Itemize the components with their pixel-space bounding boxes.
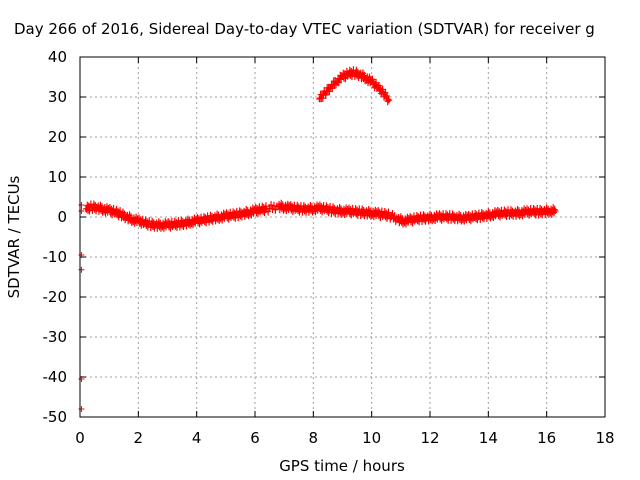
data-point-fill [378,87,385,96]
data-point-fill [379,85,386,94]
x-tick-label: 16 [537,429,556,447]
data-point [78,208,85,214]
x-tick-label: 2 [134,429,144,447]
x-tick-label: 6 [250,429,260,447]
x-tick-label: 18 [595,429,614,447]
x-tick-label: 14 [479,429,498,447]
y-tick-label: 30 [48,88,67,106]
data-series [316,66,393,106]
data-series [78,202,85,412]
data-point-fill [385,95,392,104]
data-point-fill [384,97,391,106]
y-tick-label: -50 [43,408,68,426]
y-tick-label: 40 [48,48,67,66]
data-point-fill [338,75,345,84]
y-tick-label: 0 [57,208,67,226]
y-axis-label: SDTVAR / TECUs [5,175,23,298]
data-point [78,266,85,273]
y-tick-label: 20 [48,128,67,146]
data-point [78,202,85,208]
x-axis-label: GPS time / hours [279,457,405,475]
y-tick-label: -40 [43,368,68,386]
y-tick-label: -20 [43,288,68,306]
x-tick-label: 0 [75,429,85,447]
x-tick-label: 10 [362,429,381,447]
data-point-fill [361,71,368,80]
data-series [82,199,559,232]
chart-title: Day 266 of 2016, Sidereal Day-to-day VTE… [14,20,595,38]
grid [80,57,605,417]
axes: 0 2 4 6 8 10 12 14 16 18 -50 -40 -30 -20 -10 0 10 20 30 40 [43,48,615,447]
data-point [78,252,85,258]
x-tick-label: 12 [420,429,439,447]
plot-frame [79,56,606,418]
data-point [78,376,85,382]
data-point-fill [551,205,558,214]
x-tick-label: 8 [309,429,319,447]
data-point [78,406,85,412]
y-tick-label: -10 [43,248,68,266]
x-tick-label: 4 [192,429,202,447]
data-marks [78,66,559,412]
y-tick-label: -30 [43,328,68,346]
y-tick-label: 10 [48,168,67,186]
data-point-fill [262,202,269,211]
data-point-fill [385,208,392,217]
